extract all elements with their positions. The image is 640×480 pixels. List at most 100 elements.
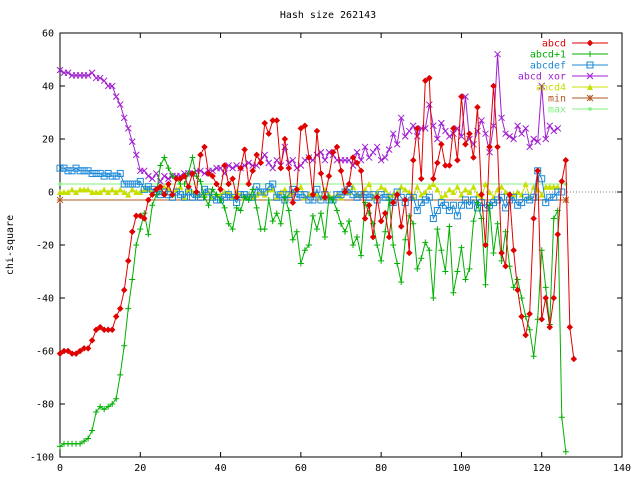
data-point — [429, 175, 437, 183]
data-point — [225, 162, 232, 169]
data-point — [285, 159, 293, 167]
data-point — [241, 146, 249, 153]
data-point — [152, 170, 160, 177]
data-point — [241, 194, 248, 201]
data-point — [461, 196, 469, 204]
data-point — [522, 125, 530, 132]
data-point — [72, 350, 80, 358]
data-point — [116, 169, 124, 177]
data-point — [510, 193, 518, 201]
data-point — [474, 191, 481, 198]
data-point — [128, 180, 136, 188]
data-point — [358, 252, 365, 259]
data-point — [128, 138, 136, 146]
data-point — [301, 122, 309, 130]
data-point — [113, 189, 120, 195]
plot-area — [59, 32, 623, 458]
data-point — [446, 132, 453, 140]
data-point — [570, 355, 578, 363]
legend-label-abcd-1: abcd+1 — [530, 50, 566, 61]
data-point — [478, 117, 485, 124]
data-point — [409, 193, 417, 201]
y-tick-label: -80 — [36, 400, 54, 411]
data-point — [297, 125, 305, 132]
data-point — [442, 127, 449, 135]
data-point — [297, 260, 304, 267]
data-point — [438, 119, 445, 127]
data-point — [100, 77, 108, 85]
data-point — [144, 196, 152, 204]
data-point — [201, 194, 208, 201]
data-point — [530, 353, 537, 360]
data-point — [96, 323, 104, 331]
data-point — [325, 172, 333, 180]
data-point — [410, 220, 417, 227]
x-tick-label: 80 — [375, 463, 387, 474]
data-point — [225, 220, 232, 227]
data-point — [257, 159, 265, 167]
data-point — [558, 414, 565, 421]
data-point — [84, 72, 92, 79]
data-point — [470, 218, 477, 225]
series-group — [56, 50, 578, 455]
data-point — [56, 350, 64, 358]
data-point — [514, 122, 521, 130]
y-tick-label: -60 — [36, 347, 54, 358]
data-point — [486, 143, 493, 151]
data-point — [530, 193, 538, 201]
data-point — [462, 93, 469, 100]
data-point — [88, 69, 96, 77]
data-point — [398, 183, 405, 190]
data-point — [64, 167, 72, 175]
data-point — [382, 228, 389, 235]
data-point — [57, 443, 63, 450]
data-point — [221, 204, 228, 211]
data-point — [362, 199, 369, 206]
data-point — [526, 310, 534, 318]
data-point — [417, 175, 425, 183]
data-point — [289, 236, 296, 243]
data-point — [546, 122, 554, 130]
data-point — [285, 164, 293, 172]
data-point — [181, 172, 188, 180]
data-point — [554, 183, 561, 190]
data-point — [157, 183, 164, 191]
data-point — [321, 234, 328, 241]
data-point — [88, 169, 96, 177]
data-point — [233, 204, 240, 211]
data-point — [441, 201, 449, 209]
data-point — [510, 135, 517, 143]
data-point — [313, 127, 321, 135]
data-point — [125, 191, 132, 198]
data-point — [377, 156, 385, 164]
data-point — [213, 191, 220, 198]
data-point — [73, 189, 80, 195]
data-point — [564, 182, 568, 186]
data-point — [273, 210, 280, 217]
data-point — [88, 337, 96, 344]
data-point — [413, 207, 421, 215]
data-point — [418, 255, 425, 262]
data-point — [169, 191, 176, 199]
data-point — [462, 186, 469, 193]
x-tick-label: 140 — [613, 463, 631, 474]
data-point — [425, 193, 433, 201]
data-point — [84, 344, 92, 352]
data-point — [229, 175, 236, 183]
data-point — [97, 403, 104, 410]
data-point — [313, 191, 320, 198]
data-point — [265, 159, 273, 167]
data-point — [482, 181, 489, 188]
data-point — [421, 77, 429, 85]
data-point — [269, 180, 277, 188]
data-point — [522, 181, 529, 188]
data-point — [357, 167, 365, 175]
data-point — [61, 189, 68, 195]
x-tick-label: 120 — [533, 463, 551, 474]
data-point — [152, 185, 160, 193]
data-point — [113, 395, 120, 402]
data-point — [490, 82, 497, 90]
data-point — [542, 199, 550, 207]
data-point — [378, 183, 385, 190]
legend-label-min: min — [548, 94, 566, 105]
